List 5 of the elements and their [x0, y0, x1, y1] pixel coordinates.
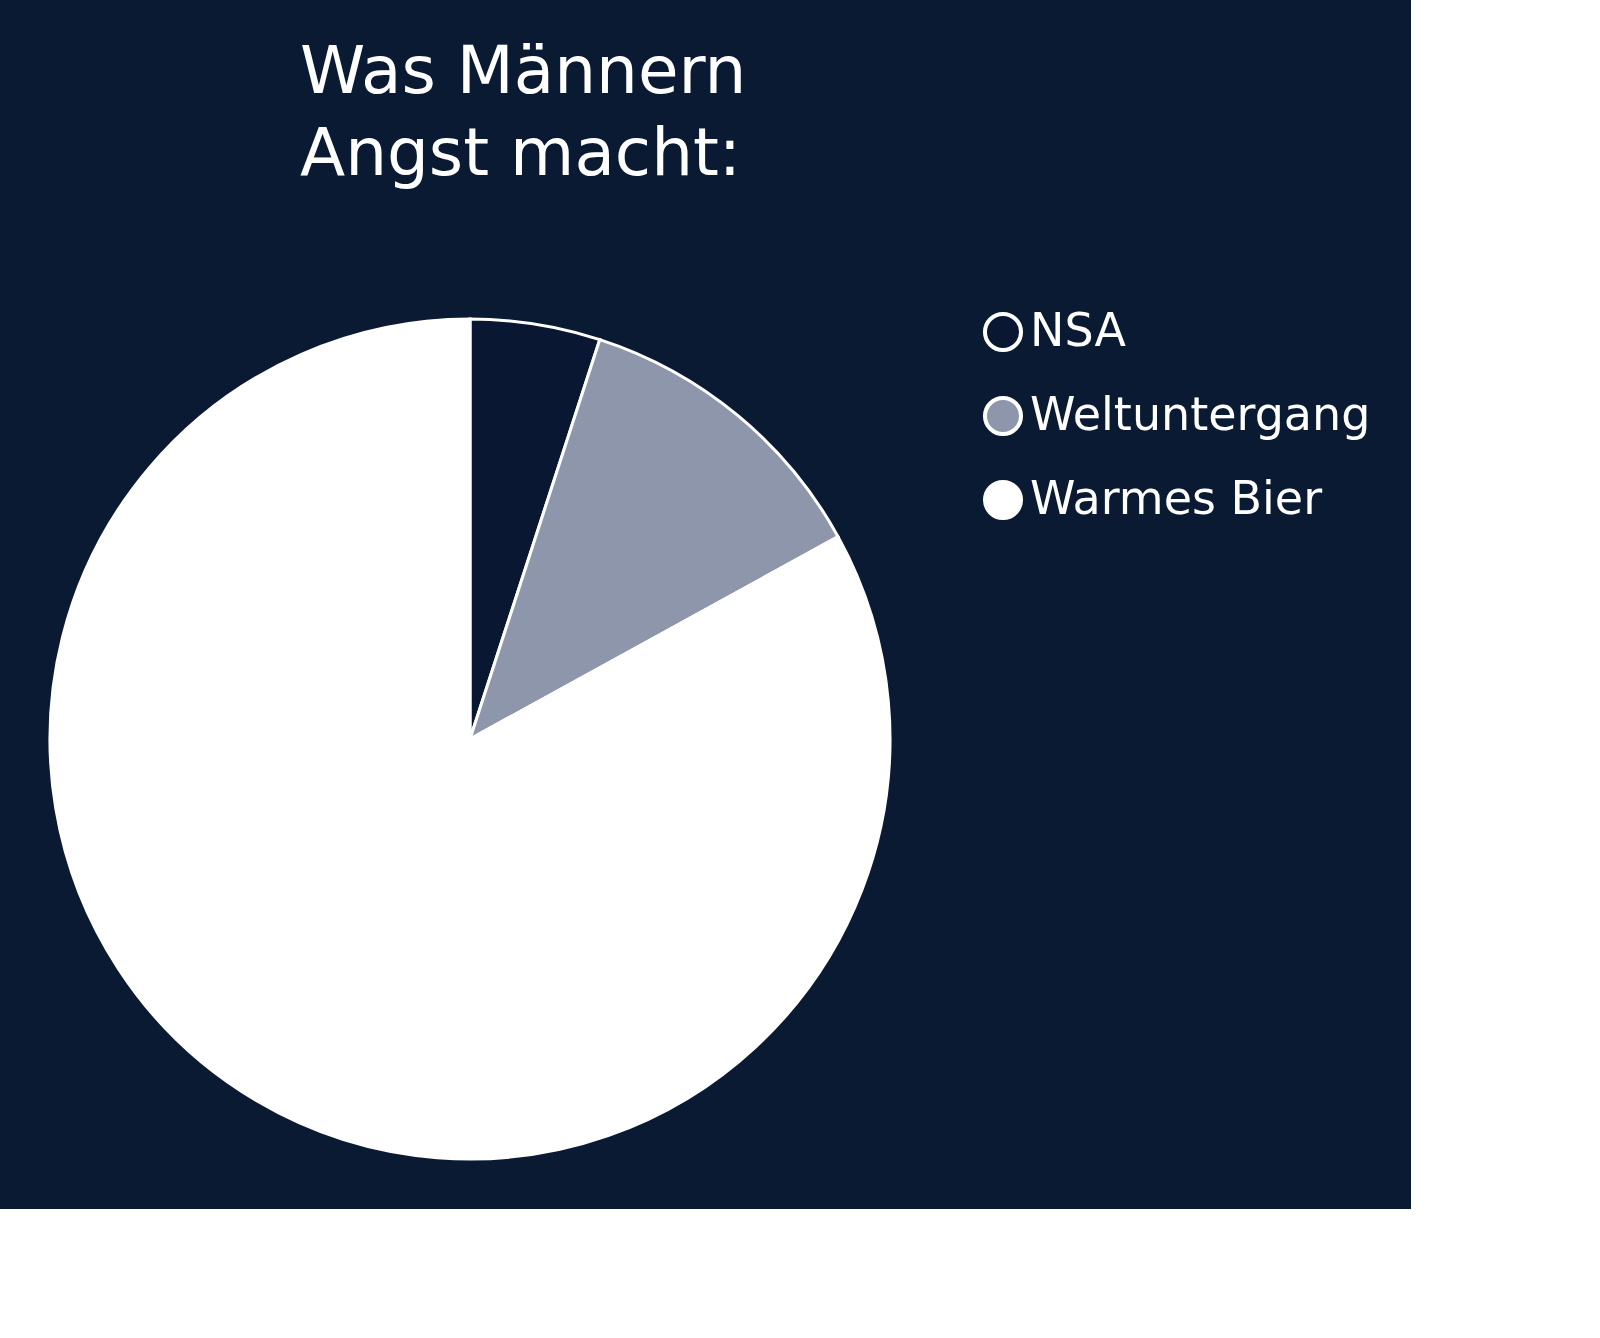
legend-label: Weltuntergang: [1030, 387, 1371, 441]
legend-label: Warmes Bier: [1030, 471, 1323, 525]
pie-slice: [48, 317, 892, 1161]
legend-label: NSA: [1030, 303, 1127, 357]
chart-title: Was Männern Angst macht:: [300, 32, 747, 191]
